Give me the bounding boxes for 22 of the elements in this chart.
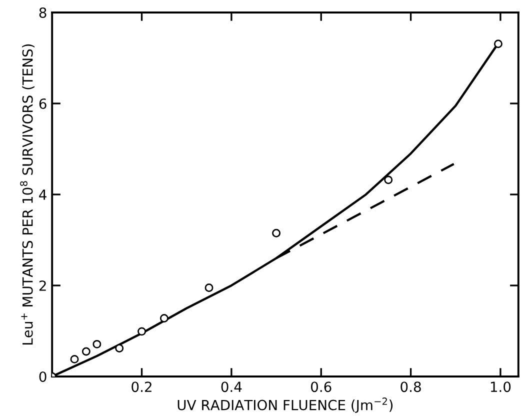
- y-tick-label: 2: [39, 280, 46, 291]
- point: [494, 40, 502, 48]
- point: [82, 347, 90, 356]
- x-tick-label: 0.4: [221, 382, 242, 392]
- x-tick-label: 0.2: [132, 382, 152, 392]
- x-tick-label: 1.0: [490, 382, 511, 392]
- point: [384, 176, 393, 184]
- x-tick-label: 0.8: [400, 382, 421, 392]
- y-tick-label: 4: [39, 190, 46, 200]
- point: [92, 340, 102, 348]
- y-axis-title: Leu$^{+}$ MUTANTS PER 10$^{8}$ SURVIVORS (TENS): [20, 44, 34, 345]
- point: [160, 314, 168, 322]
- point: [138, 327, 146, 336]
- y-tick-label: 6: [39, 98, 46, 109]
- y-tick-label: 8: [39, 7, 46, 18]
- x-tick-label: 0.6: [310, 382, 332, 392]
- point: [115, 344, 124, 353]
- point: [204, 284, 214, 292]
- point: [272, 228, 281, 238]
- y-tick-label: 0: [39, 371, 46, 382]
- point: [70, 354, 79, 364]
- x-axis-title: UV RADIATION FLUENCE (Jm$^{−2}$): [178, 398, 393, 413]
